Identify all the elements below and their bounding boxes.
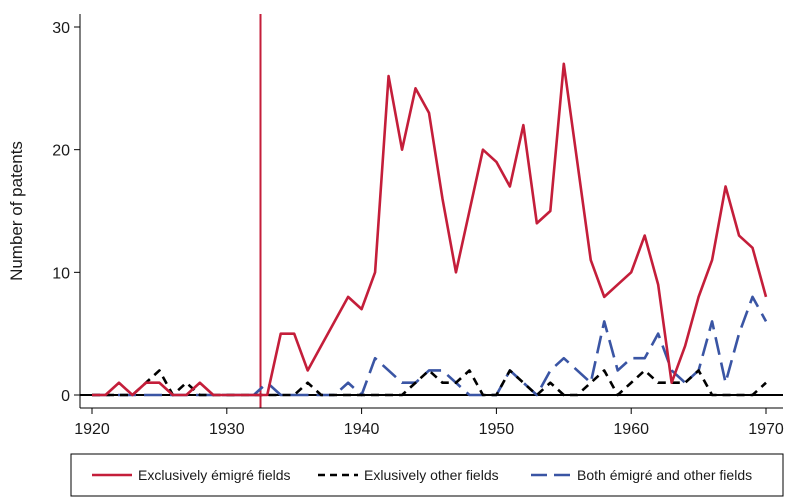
y-tick-label: 10: [52, 265, 70, 282]
x-tick-label: 1970: [748, 421, 784, 438]
x-tick-label: 1950: [479, 421, 515, 438]
series-line-3: [92, 295, 768, 397]
y-axis-label: Number of patents: [7, 141, 26, 281]
legend-label: Exlusively other fields: [364, 467, 499, 483]
legend: Exclusively émigré fields Exlusively othe…: [70, 453, 784, 497]
legend-box: [70, 453, 784, 497]
x-tick-label: 1920: [74, 421, 110, 438]
y-tick-label: 30: [52, 20, 70, 37]
x-tick-label: 1940: [344, 421, 380, 438]
y-tick-label: 0: [61, 388, 70, 405]
series-layer: [92, 62, 768, 397]
x-tick-label: 1930: [209, 421, 245, 438]
y-tick-label: 20: [52, 143, 70, 160]
grid-layer: [80, 14, 783, 408]
axes: 0 10 20 30 1920 1930 1940 1950 1960 1970: [52, 14, 784, 438]
x-tick-label: 1960: [613, 421, 649, 438]
legend-label: Both émigré and other fields: [577, 467, 752, 483]
series-line-2: [92, 369, 767, 397]
legend-label: Exclusively émigré fields: [138, 467, 291, 483]
series-line-1: [92, 62, 768, 397]
